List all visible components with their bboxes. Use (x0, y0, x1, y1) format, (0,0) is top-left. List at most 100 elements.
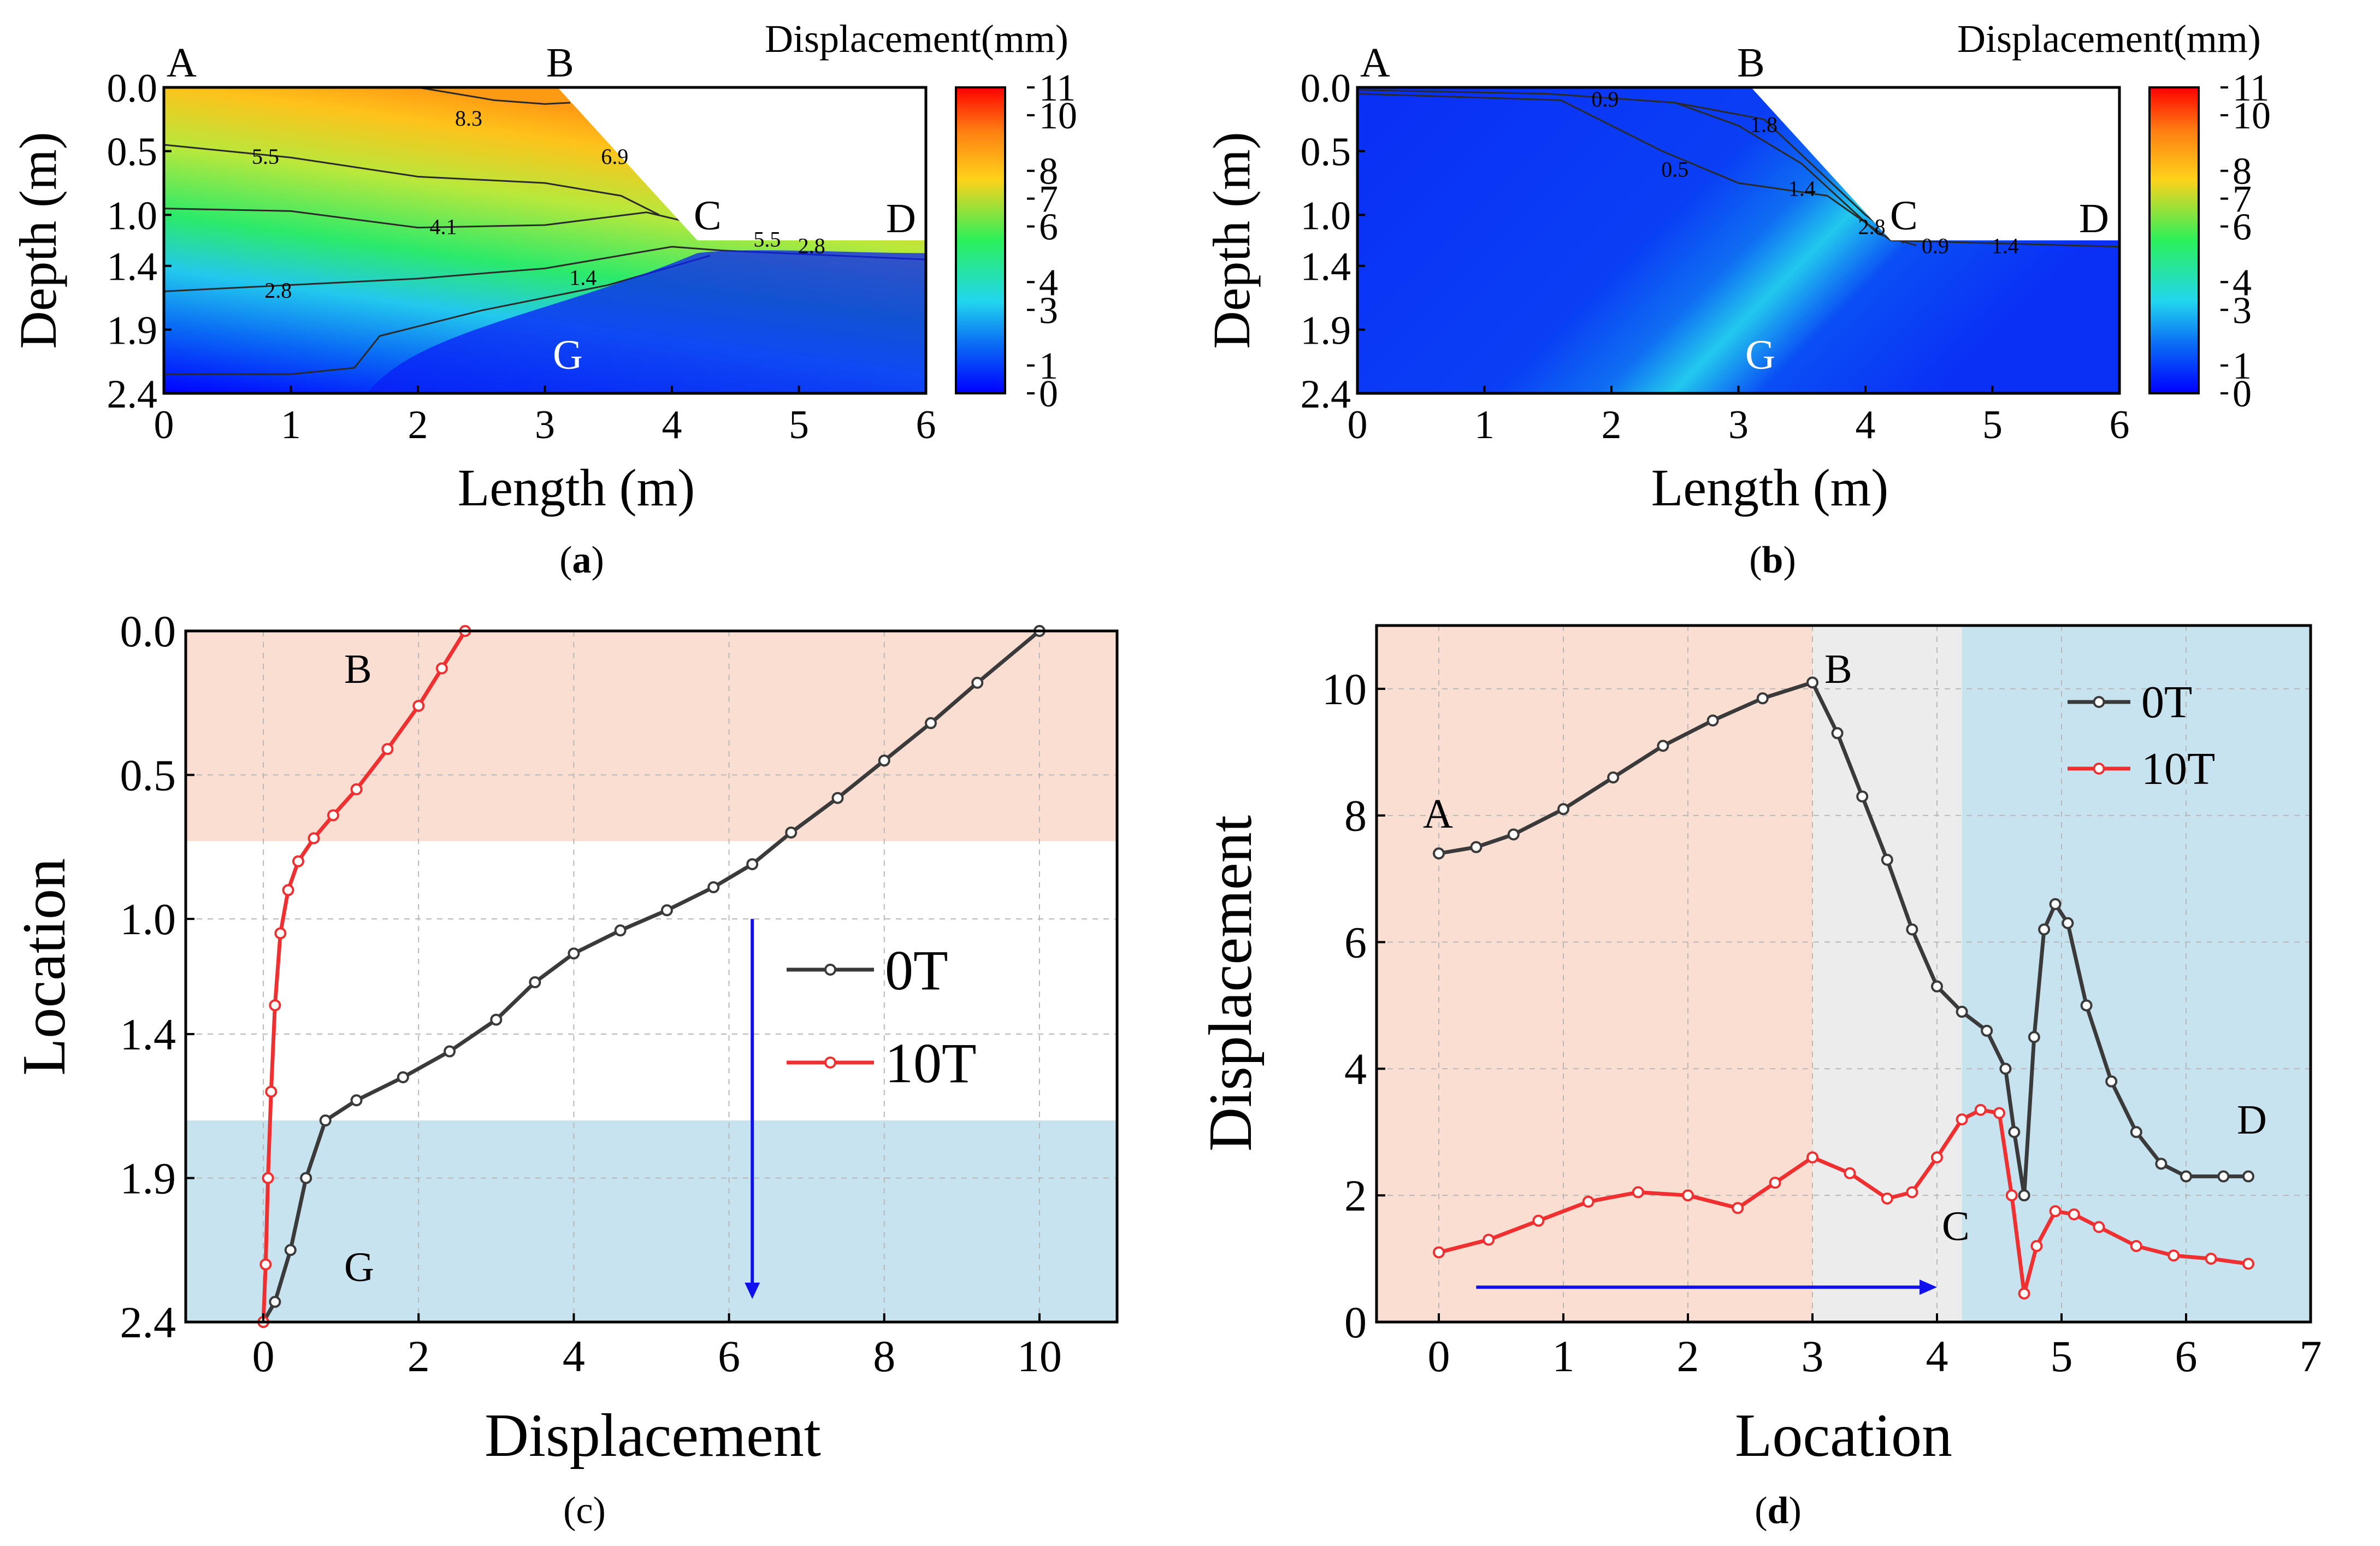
d-series-0T-line (1438, 680, 2248, 1197)
d-series-10T-point (1682, 1189, 1694, 1202)
caption-c-letter: c (576, 1490, 593, 1532)
d-series-10T-point (1532, 1214, 1545, 1227)
d-band-right (1962, 626, 2311, 1322)
c-series-10T-point (292, 855, 305, 868)
d-series-10T-point (2242, 1258, 2254, 1270)
d-series-10T-point (1974, 1104, 1987, 1116)
caption-b-letter: b (1762, 539, 1783, 581)
c-series-0T-point (284, 1244, 297, 1256)
a-ytick-label: 2.4 (107, 372, 158, 417)
b-point-G: G (1745, 332, 1775, 378)
a-blue-region (367, 250, 926, 393)
a-ytick-label: 0.5 (107, 130, 158, 175)
d-series-0T-point (2080, 999, 2093, 1012)
a-xtick-label: 4 (662, 403, 682, 447)
d-series-10T-point (2030, 1240, 2043, 1252)
d-series-0T-point (2105, 1075, 2118, 1088)
a-contour-label: 5.5 (252, 144, 279, 169)
a-axis-ticks: 0 1 2 3 4 5 6 0.0 0.5 1.0 1.4 1.9 2.4 (107, 66, 936, 447)
b-contour-label: 1.8 (1750, 113, 1777, 137)
a-xtick-label: 2 (408, 403, 428, 447)
d-point-A: A (1423, 791, 1453, 837)
d-series-0T-point (2242, 1170, 2254, 1183)
b-ytick-label: 0.0 (1301, 66, 1351, 111)
c-series-10T-point (274, 927, 287, 940)
a-xtick-label: 6 (916, 403, 936, 447)
b-xtick-label: 2 (1602, 403, 1622, 447)
c-series-0T-point (785, 826, 798, 839)
c-legend-label-0T: 0T (885, 939, 948, 1002)
a-contour-label: 6.9 (601, 144, 628, 169)
a-contour-line (164, 246, 926, 292)
d-series-0T-point (2217, 1170, 2230, 1183)
c-xtick-label: 6 (718, 1331, 740, 1381)
b-axis-ticks: 0 1 2 3 4 5 6 0.0 0.5 1.0 1.4 1.9 2.4 (1301, 66, 2130, 447)
d-series-10T-point (1956, 1113, 1968, 1126)
d-legend-label-0T: 0T (2141, 677, 2192, 728)
d-series-0T-point (1881, 853, 1893, 866)
c-series-10T-point (262, 1172, 274, 1184)
c-ytick-label: 0.5 (120, 751, 176, 800)
c-xtick-label: 2 (408, 1331, 430, 1381)
c-ytick-label: 2.4 (120, 1297, 176, 1347)
d-legend-label-10T: 10T (2141, 744, 2215, 794)
c-series-0T-point (878, 754, 890, 767)
caption-b-open: ( (1749, 539, 1762, 581)
c-series-0T-point (925, 717, 937, 729)
b-xtick-label: 5 (1982, 403, 2003, 447)
b-ytick-label: 2.4 (1301, 372, 1351, 417)
d-xtick-label: 1 (1552, 1331, 1575, 1381)
caption-d-close: ) (1788, 1490, 1801, 1532)
d-series-10T-point (1806, 1151, 1818, 1164)
d-plot-frame (1375, 624, 2312, 1324)
d-point-C: C (1942, 1203, 1970, 1249)
d-series-0T-point (1981, 1024, 1993, 1037)
d-series-0T-point (1831, 727, 1844, 740)
a-colorbar (955, 86, 1006, 394)
d-series-0T-point (1470, 841, 1483, 853)
d-series-10T-point (1433, 1246, 1445, 1259)
a-xtick-label: 0 (154, 403, 174, 447)
c-series-0T-point (831, 792, 844, 804)
d-series-0T-point (2018, 1189, 2030, 1202)
d-background-bands (1377, 626, 2311, 1322)
b-point-D: D (2079, 196, 2109, 241)
d-axis-ticks: 0 1 2 3 4 5 6 7 0 2 4 6 8 10 (1322, 664, 2322, 1381)
c-xtick-label: 0 (252, 1331, 275, 1381)
d-series-0T-point (2062, 917, 2074, 929)
b-contour-label: 0.5 (1661, 157, 1688, 181)
d-series-10T-point (2018, 1287, 2030, 1300)
d-series-10T-point (1582, 1195, 1594, 1208)
a-ytick-label: 1.0 (107, 193, 158, 238)
d-series-10T-point (2068, 1208, 2080, 1220)
c-series-0T-point (300, 1172, 312, 1184)
d-series-0T-point (1433, 847, 1445, 860)
d-ytick-label: 8 (1344, 791, 1367, 841)
c-series-10T-point (327, 809, 339, 822)
panel-a: 0 1 2 3 4 5 60.00.51.01.41.92.4 Length (m) Dep… (9, 17, 1077, 581)
c-series-0T-point (568, 947, 580, 960)
a-xtick-label: 3 (535, 403, 555, 447)
d-series-10T-point (2205, 1253, 2217, 1265)
c-axis-ticks: 0 2 4 6 8 10 0.0 0.5 1.0 1.4 1.9 2.4 (120, 606, 1062, 1381)
c-series-10T-point (435, 662, 448, 675)
c-xtick-label: 8 (873, 1331, 895, 1381)
c-series-0T-point (397, 1071, 409, 1083)
d-xtick-label: 7 (2300, 1331, 2322, 1381)
c-series-0T-point (707, 881, 720, 894)
b-ytick-label: 1.4 (1301, 245, 1351, 290)
c-direction-arrowhead (745, 1282, 760, 1299)
a-ylabel: Depth (m) (9, 132, 67, 349)
panel-b: 0 1 2 3 4 5 60.00.51.01.41.92.4 Length (m) Dep… (1202, 17, 2271, 581)
a-contour-label: 2.8 (798, 233, 825, 258)
caption-c: (c) (563, 1490, 606, 1532)
a-point-A: A (167, 40, 197, 86)
c-xtick-label: 10 (1017, 1331, 1062, 1381)
c-series-0T-point (444, 1045, 456, 1058)
d-ylabel: Displacement (1197, 815, 1265, 1152)
b-cb-tick-label: 8 (2233, 151, 2252, 193)
d-series-10T-point (2093, 1221, 2105, 1234)
